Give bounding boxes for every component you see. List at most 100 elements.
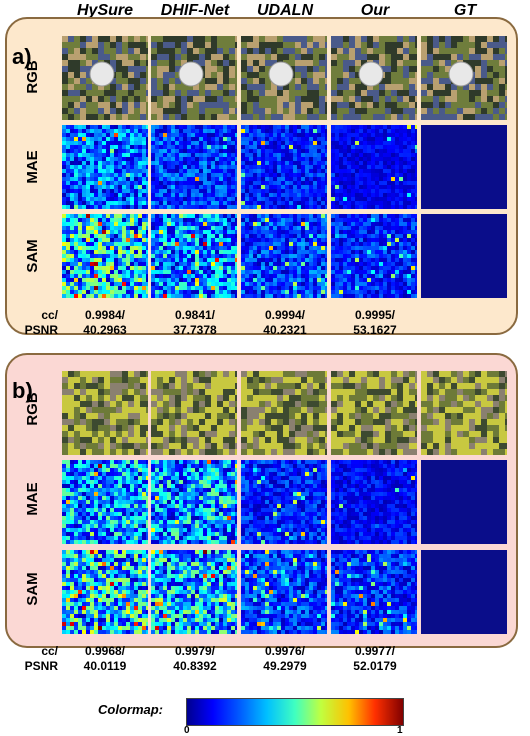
metric-cc: 0.9994/ [264,308,306,322]
tile-b-rgb-hysure-image [62,371,148,455]
tile-b-rgb-our [331,371,417,455]
tile-a-rgb-hysure [62,36,148,120]
tile-b-mae-hysure-image [62,460,148,544]
column-header-dhif-net: DHIF-Net [160,2,230,19]
tile-b-sam-hysure-image [62,550,148,634]
metric-psnr: 40.2963 [83,323,127,337]
row-label-mae-b: MAE [24,482,41,516]
column-header-hysure: HySure [76,2,134,19]
tile-b-sam-hysure [62,550,148,634]
tile-b-sam-gt [421,550,507,634]
metric-psnr: 52.0179 [353,659,397,673]
metric-psnr: 49.2979 [263,659,307,673]
tile-a-sam-udaln [241,214,327,298]
metric-a-dhif: 0.9841/37.7378 [147,308,243,338]
tile-a-mae-gt [421,125,507,209]
metric-cc: 0.9968/ [84,644,126,658]
row-label-rgb-b: RGB [24,392,41,426]
tile-b-mae-hysure [62,460,148,544]
metric-psnr: 37.7378 [173,323,217,337]
tile-a-rgb-udaln-image [241,36,327,120]
column-header-our: Our [360,2,390,19]
tile-a-mae-udaln [241,125,327,209]
tile-b-mae-gt-image [421,460,507,544]
tile-a-sam-dhif-net [151,214,237,298]
tile-a-rgb-gt-image [421,36,507,120]
row-label-rgb-a: RGB [24,60,41,94]
colormap-bar [186,698,404,726]
column-header-udaln: UDALN [257,2,313,19]
metric-psnr: 53.1627 [353,323,397,337]
tile-b-mae-our [331,460,417,544]
metric-cc: 0.9841/ [174,308,216,322]
tile-b-mae-gt [421,460,507,544]
row-label-sam-a: SAM [24,239,41,273]
tile-a-rgb-dhif-net-image [151,36,237,120]
tile-b-mae-our-image [331,460,417,544]
tile-b-sam-udaln [241,550,327,634]
metric-b-hysure: 0.9968/40.0119 [57,644,153,674]
metric-b-dhif: 0.9979/40.8392 [147,644,243,674]
tile-b-rgb-gt-image [421,371,507,455]
tile-a-sam-hysure-image [62,214,148,298]
metric-label-a: cc/ PSNR [8,308,58,338]
tile-a-mae-hysure-image [62,125,148,209]
tile-b-rgb-gt [421,371,507,455]
tile-a-rgb-hysure-image [62,36,148,120]
tile-a-mae-hysure [62,125,148,209]
tile-a-sam-gt-image [421,214,507,298]
tile-b-mae-dhif-net-image [151,460,237,544]
row-label-sam-b: SAM [24,572,41,606]
metric-label-cc: cc/ [41,308,58,322]
metric-cc: 0.9979/ [174,644,216,658]
metric-label-psnr: PSNR [24,659,58,673]
tile-b-sam-dhif-net-image [151,550,237,634]
tile-b-mae-udaln [241,460,327,544]
tile-a-rgb-dhif-net [151,36,237,120]
tile-a-mae-dhif-net [151,125,237,209]
metric-cc: 0.9977/ [354,644,396,658]
colormap-max: 1 [397,725,403,736]
panel-b-label: b) [12,378,33,403]
tile-a-sam-gt [421,214,507,298]
column-header-gt: GT [453,2,477,19]
metric-b-our: 0.9977/52.0179 [327,644,423,674]
tile-b-sam-gt-image [421,550,507,634]
tile-a-sam-hysure [62,214,148,298]
tile-a-sam-udaln-image [241,214,327,298]
colormap-min: 0 [184,725,190,736]
metric-psnr: 40.0119 [83,659,127,673]
row-label-mae-a: MAE [24,150,41,184]
tile-a-mae-udaln-image [241,125,327,209]
metric-b-udaln: 0.9976/49.2979 [237,644,333,674]
tile-a-mae-our [331,125,417,209]
tile-b-sam-our [331,550,417,634]
tile-a-mae-gt-image [421,125,507,209]
colormap-label: Colormap: [98,702,163,717]
tile-a-rgb-udaln [241,36,327,120]
tile-a-mae-dhif-net-image [151,125,237,209]
tile-b-sam-dhif-net [151,550,237,634]
tile-b-rgb-udaln [241,371,327,455]
tile-b-mae-dhif-net [151,460,237,544]
tile-a-mae-our-image [331,125,417,209]
metric-label-psnr: PSNR [24,323,58,337]
tile-a-rgb-our [331,36,417,120]
tile-b-rgb-dhif-net [151,371,237,455]
tile-b-mae-udaln-image [241,460,327,544]
metric-a-our: 0.9995/53.1627 [327,308,423,338]
tile-b-sam-our-image [331,550,417,634]
metric-psnr: 40.8392 [173,659,217,673]
tile-b-rgb-hysure [62,371,148,455]
tile-a-sam-our-image [331,214,417,298]
metric-a-udaln: 0.9994/40.2321 [237,308,333,338]
metric-a-hysure: 0.9984/40.2963 [57,308,153,338]
metric-cc: 0.9995/ [354,308,396,322]
metric-label-b: cc/ PSNR [8,644,58,674]
tile-a-sam-dhif-net-image [151,214,237,298]
metric-label-cc: cc/ [41,644,58,658]
tile-a-sam-our [331,214,417,298]
tile-b-sam-udaln-image [241,550,327,634]
metric-cc: 0.9976/ [264,644,306,658]
tile-b-rgb-udaln-image [241,371,327,455]
